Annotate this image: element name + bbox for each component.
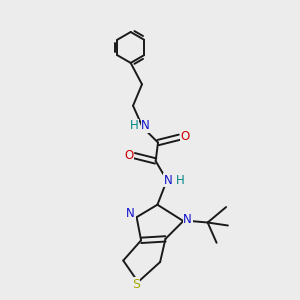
Text: O: O — [180, 130, 189, 143]
Text: H: H — [130, 119, 139, 132]
Text: N: N — [183, 213, 192, 226]
Text: H: H — [176, 174, 185, 187]
Text: N: N — [141, 119, 150, 132]
Text: N: N — [126, 207, 135, 220]
Text: S: S — [132, 278, 140, 290]
Text: N: N — [164, 174, 173, 187]
Text: O: O — [124, 148, 134, 162]
